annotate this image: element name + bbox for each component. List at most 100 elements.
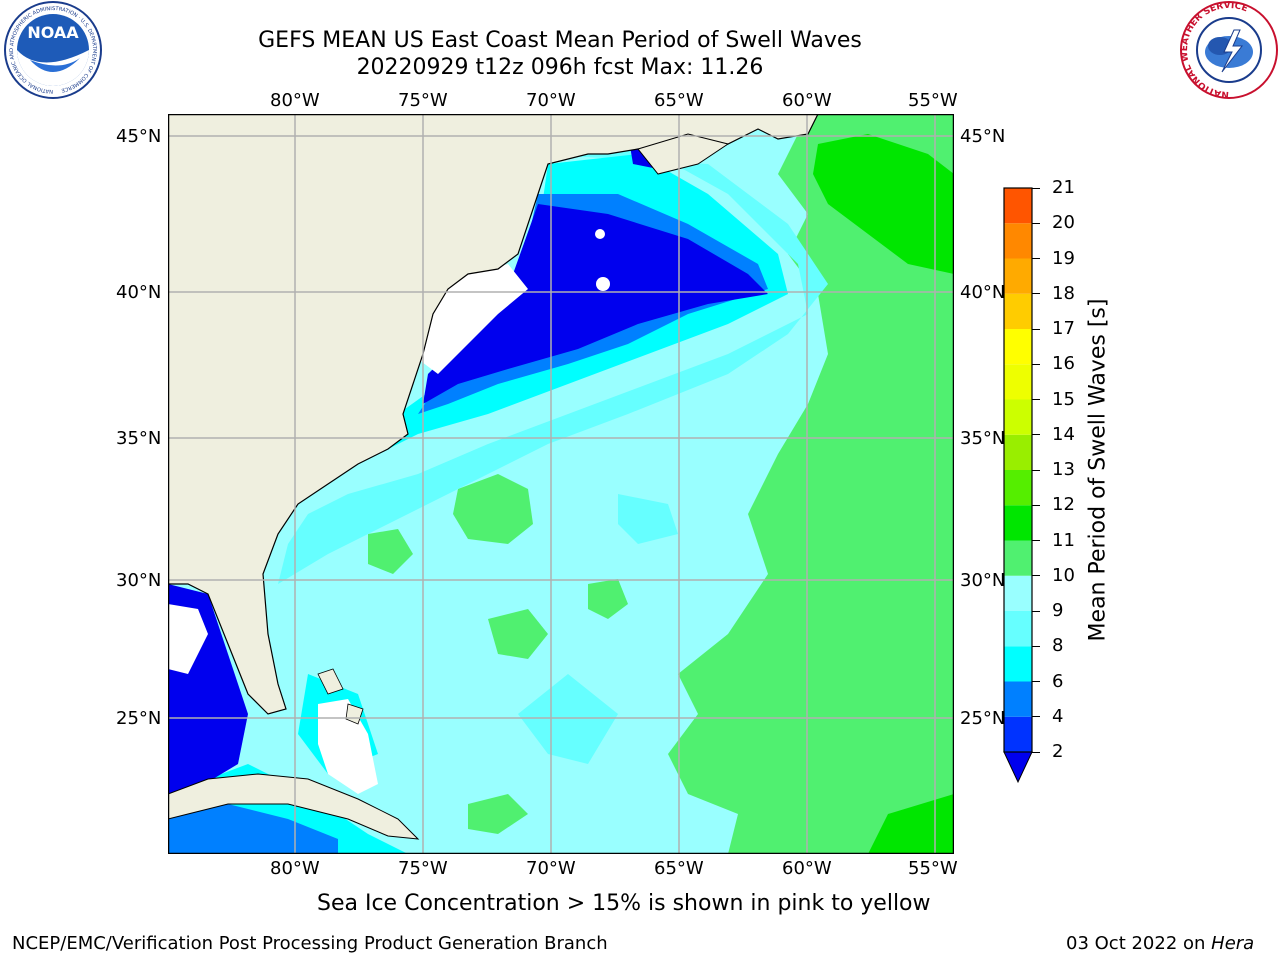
colorbar-tick-mark xyxy=(1032,399,1040,400)
colorbar-tick-mark xyxy=(1032,610,1040,612)
lon-label-bottom: 55°W xyxy=(908,858,958,879)
gridlines xyxy=(168,114,954,854)
swell-zone-10-11 xyxy=(813,134,954,274)
colorbar-tick-label: 11 xyxy=(1052,529,1075,551)
colorbar-tick-mark xyxy=(1032,222,1040,224)
colorbar-tick-label: 17 xyxy=(1052,318,1075,339)
colorbar-step xyxy=(1004,575,1032,611)
land-bahamas xyxy=(345,703,364,725)
colorbar-tick-mark xyxy=(1032,716,1040,718)
swell-period-map xyxy=(168,114,954,854)
no-data-patch xyxy=(595,229,605,239)
footer-date: 03 Oct 2022 on Hera xyxy=(1066,933,1254,954)
colorbar-step xyxy=(1004,258,1032,294)
colorbar-tick-label: 15 xyxy=(1052,388,1075,410)
swell-zone-9-10 xyxy=(368,529,413,574)
swell-zone-9-10 xyxy=(588,579,628,619)
colorbar-tick-mark xyxy=(1032,187,1040,189)
land-cuba xyxy=(168,773,420,840)
land-bahamas xyxy=(317,668,344,695)
swell-zone-8-9 xyxy=(518,674,618,764)
colorbar-step xyxy=(1004,681,1032,717)
lat-label-left: 25°N xyxy=(116,708,162,729)
colorbar-step xyxy=(1004,293,1032,329)
lat-label-right: 25°N xyxy=(960,708,1006,729)
no-data-patch xyxy=(168,604,208,674)
colorbar-step xyxy=(1004,329,1032,365)
colorbar-steps xyxy=(1004,188,1032,752)
lat-label-left: 30°N xyxy=(116,570,162,591)
colorbar-tick-label: 9 xyxy=(1052,600,1064,621)
colorbar-tick-label: 18 xyxy=(1052,282,1075,304)
colorbar-step xyxy=(1004,364,1032,400)
swell-zone-8-9 xyxy=(618,494,678,544)
colorbar-step xyxy=(1004,470,1032,506)
colorbar-tick-label: 19 xyxy=(1052,247,1075,269)
colorbar-tick-mark xyxy=(1032,328,1040,330)
lon-label-bottom: 65°W xyxy=(654,858,704,879)
lat-label-left: 35°N xyxy=(116,428,162,449)
colorbar-tick-mark xyxy=(1032,504,1040,506)
footer-date-text: 03 Oct 2022 on xyxy=(1066,933,1212,954)
sea-ice-caption: Sea Ice Concentration > 15% is shown in … xyxy=(317,891,931,916)
colorbar-tick-mark xyxy=(1032,293,1040,295)
colorbar-tick-mark xyxy=(1032,363,1040,365)
noaa-logo-text: NOAA xyxy=(27,23,79,42)
colorbar-tick-label: 20 xyxy=(1052,212,1075,234)
lon-label-bottom: 80°W xyxy=(270,858,320,879)
lat-label-left: 40°N xyxy=(116,282,162,303)
swell-zone-10-11 xyxy=(868,794,954,854)
colorbar-tick-mark xyxy=(1032,575,1040,577)
colorbar-step xyxy=(1004,505,1032,541)
no-data-patch xyxy=(318,699,378,794)
noaa-logo: NOAA NATIONAL OCEANIC AND ATMOSPHERIC AD… xyxy=(4,1,102,99)
lat-label-right: 40°N xyxy=(960,282,1006,303)
colorbar-step xyxy=(1004,611,1032,647)
lon-label-bottom: 75°W xyxy=(398,858,448,879)
nws-logo: NATIONAL WEATHER SERVICE xyxy=(1180,1,1278,99)
colorbar-step xyxy=(1004,716,1032,752)
swell-zone-8-9 xyxy=(278,144,828,584)
colorbar-tick-label: 21 xyxy=(1052,177,1075,198)
colorbar-tick-mark xyxy=(1032,751,1040,753)
colorbar-tick-label: 4 xyxy=(1052,705,1064,727)
chart-subtitle: 20220929 t12z 096h fcst Max: 11.26 xyxy=(356,55,764,80)
lat-label-right: 45°N xyxy=(960,126,1006,147)
colorbar-tick-mark xyxy=(1032,258,1040,259)
colorbar-label: Mean Period of Swell Waves [s] xyxy=(1085,298,1111,642)
swell-zone-9-10 xyxy=(668,114,954,854)
colorbar xyxy=(1003,187,1033,784)
swell-zone-2-4 xyxy=(423,204,768,404)
lat-label-right: 35°N xyxy=(960,428,1006,449)
swell-zone-9-10 xyxy=(468,794,528,834)
swell-zone-9-10 xyxy=(488,609,548,659)
colorbar-tick-mark xyxy=(1032,469,1040,471)
colorbar-tick-label: 10 xyxy=(1052,564,1075,586)
footer-organization: NCEP/EMC/Verification Post Processing Pr… xyxy=(12,933,608,954)
lat-label-right: 30°N xyxy=(960,570,1006,591)
colorbar-step xyxy=(1004,399,1032,435)
colorbar-step xyxy=(1004,434,1032,470)
colorbar-step xyxy=(1004,188,1032,224)
colorbar-tick-label: 13 xyxy=(1052,459,1075,480)
lon-label-top: 70°W xyxy=(526,90,576,111)
colorbar-step xyxy=(1004,223,1032,259)
lon-label-bottom: 60°W xyxy=(782,858,832,879)
colorbar-tick-label: 2 xyxy=(1052,741,1064,762)
colorbar-tick-label: 6 xyxy=(1052,670,1064,692)
colorbar-tick-mark xyxy=(1032,645,1040,647)
lon-label-top: 75°W xyxy=(398,90,448,111)
colorbar-under-triangle xyxy=(1003,751,1033,784)
colorbar-tick-mark xyxy=(1032,540,1040,541)
colorbar-tick-label: 16 xyxy=(1052,353,1075,375)
lon-label-top: 60°W xyxy=(782,90,832,111)
lon-label-top: 55°W xyxy=(908,90,958,111)
colorbar-tick-label: 8 xyxy=(1052,635,1064,657)
colorbar-step xyxy=(1004,540,1032,576)
colorbar-step xyxy=(1004,646,1032,682)
colorbar-tick-mark xyxy=(1032,681,1040,682)
no-data-patch xyxy=(596,277,610,291)
lon-label-bottom: 70°W xyxy=(526,858,576,879)
colorbar-tick-label: 14 xyxy=(1052,423,1075,445)
footer-machine: Hera xyxy=(1211,933,1255,954)
